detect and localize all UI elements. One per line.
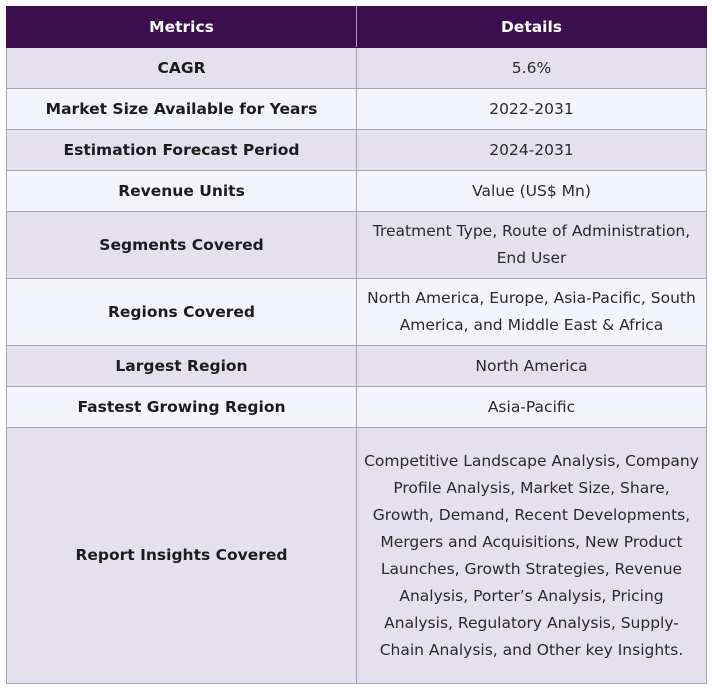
metric-cell: Report Insights Covered [6, 427, 357, 684]
header-metrics: Metrics [6, 6, 357, 48]
table-row: Market Size Available for Years 2022-203… [6, 88, 707, 130]
table-row: Estimation Forecast Period 2024-2031 [6, 129, 707, 171]
header-details: Details [356, 6, 707, 48]
table-row: CAGR 5.6% [6, 47, 707, 89]
table-header: Metrics Details [6, 6, 707, 48]
table-row: Report Insights Covered Competitive Land… [6, 427, 707, 684]
report-metrics-table-container: Metrics Details CAGR 5.6% Market Size Av… [6, 6, 707, 684]
details-cell: Competitive Landscape Analysis, Company … [356, 427, 707, 684]
details-cell: 2022-2031 [356, 88, 707, 130]
metric-cell: Revenue Units [6, 170, 357, 212]
report-metrics-table: Metrics Details CAGR 5.6% Market Size Av… [6, 6, 707, 684]
metric-cell: Segments Covered [6, 211, 357, 279]
metric-cell: CAGR [6, 47, 357, 89]
details-cell: 2024-2031 [356, 129, 707, 171]
metric-cell: Estimation Forecast Period [6, 129, 357, 171]
details-cell: North America [356, 345, 707, 387]
table-row: Revenue Units Value (US$ Mn) [6, 170, 707, 212]
table-row: Fastest Growing Region Asia-Pacific [6, 386, 707, 428]
table-row: Largest Region North America [6, 345, 707, 387]
metric-cell: Regions Covered [6, 278, 357, 346]
header-row: Metrics Details [6, 6, 707, 48]
details-cell: Treatment Type, Route of Administration,… [356, 211, 707, 279]
metric-cell: Largest Region [6, 345, 357, 387]
details-cell: 5.6% [356, 47, 707, 89]
details-cell: Value (US$ Mn) [356, 170, 707, 212]
metric-cell: Fastest Growing Region [6, 386, 357, 428]
metric-cell: Market Size Available for Years [6, 88, 357, 130]
details-cell: North America, Europe, Asia-Pacific, Sou… [356, 278, 707, 346]
table-row: Segments Covered Treatment Type, Route o… [6, 211, 707, 279]
table-body: CAGR 5.6% Market Size Available for Year… [6, 47, 707, 684]
details-cell: Asia-Pacific [356, 386, 707, 428]
table-row: Regions Covered North America, Europe, A… [6, 278, 707, 346]
